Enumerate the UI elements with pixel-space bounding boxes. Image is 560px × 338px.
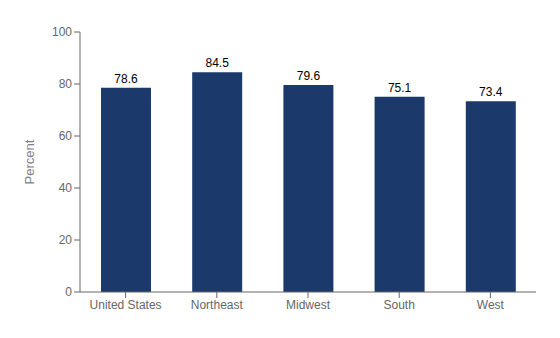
svg-text:Midwest: Midwest (286, 298, 331, 312)
svg-text:West: West (477, 298, 505, 312)
svg-text:100: 100 (52, 25, 72, 39)
svg-text:84.5: 84.5 (206, 56, 230, 70)
svg-text:80: 80 (59, 77, 73, 91)
svg-text:40: 40 (59, 181, 73, 195)
svg-text:79.6: 79.6 (297, 69, 321, 83)
svg-text:0: 0 (65, 285, 72, 299)
svg-text:60: 60 (59, 129, 73, 143)
svg-text:75.1: 75.1 (388, 81, 412, 95)
svg-text:Percent: Percent (22, 139, 37, 184)
svg-text:United States: United States (90, 298, 162, 312)
svg-text:73.4: 73.4 (479, 85, 503, 99)
svg-text:South: South (384, 298, 415, 312)
svg-text:78.6: 78.6 (114, 72, 138, 86)
svg-text:Northeast: Northeast (191, 298, 244, 312)
svg-text:20: 20 (59, 233, 73, 247)
